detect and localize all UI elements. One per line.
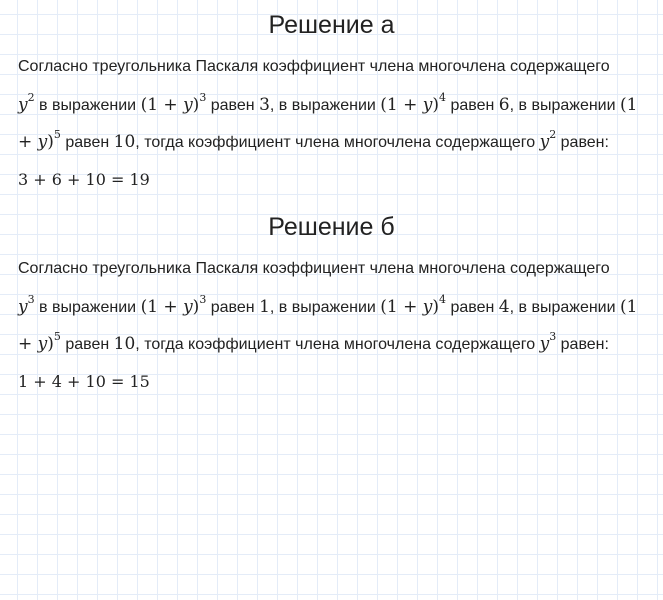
math-expression: (1 + y)3 <box>140 92 207 115</box>
text: (1 + <box>380 297 423 317</box>
text: (1 + <box>18 297 638 354</box>
coefficient: 3 <box>259 95 270 115</box>
text: , тогда коэффициент члена многочлена сод… <box>135 134 540 151</box>
text: , в выражении <box>269 299 381 316</box>
intro-text: Согласно треугольника Паскаля коэффициен… <box>18 260 610 277</box>
document: Решение а Согласно треугольника Паскаля … <box>18 0 645 400</box>
text: равен <box>206 97 260 114</box>
math-expression: (1 + y)4 <box>380 294 446 317</box>
solution-section: Решение б Согласно треугольника Паскаля … <box>18 202 645 400</box>
math-expression: (1 + y)3 <box>140 294 207 317</box>
text: равен <box>446 97 499 114</box>
text: ) <box>47 132 54 152</box>
math-var: y <box>422 95 433 115</box>
exponent: 5 <box>53 128 61 141</box>
math-var: y <box>18 297 28 317</box>
math-expression: (1 + y)5 <box>18 95 637 152</box>
text: ) <box>47 334 54 354</box>
coefficient: 6 <box>498 95 510 115</box>
exponent: 4 <box>439 293 447 306</box>
math-var: y <box>422 297 433 317</box>
section-title: Решение а <box>268 11 395 39</box>
exponent: 2 <box>27 91 35 104</box>
exponent: 3 <box>199 91 207 104</box>
text: в выражении <box>34 97 141 114</box>
math-var: y <box>183 95 193 115</box>
text: равен <box>60 134 114 151</box>
exponent: 3 <box>27 293 35 306</box>
coefficient: 10 <box>113 334 136 354</box>
math-var: y <box>539 132 550 152</box>
section-title: Решение б <box>268 213 395 241</box>
coefficient: 1 <box>259 297 270 317</box>
math-var: y <box>37 132 48 152</box>
text: равен: <box>556 336 609 353</box>
math-var: y <box>37 334 48 354</box>
text: ) <box>432 297 440 317</box>
math-var: y <box>183 297 193 317</box>
exponent: 3 <box>549 330 557 343</box>
exponent: 5 <box>53 330 61 343</box>
text: равен <box>446 299 499 316</box>
text: (1 + <box>380 95 423 115</box>
exponent: 2 <box>549 128 557 141</box>
math-expression: (1 + y)5 <box>18 297 637 354</box>
solution-section: Решение а Согласно треугольника Паскаля … <box>18 0 645 198</box>
math-var: y <box>539 334 550 354</box>
text: равен <box>206 299 260 316</box>
coefficient: 10 <box>113 132 136 152</box>
text: , тогда коэффициент члена многочлена сод… <box>135 336 540 353</box>
text: (1 + <box>18 95 638 152</box>
coefficient: 4 <box>498 297 510 317</box>
text: равен <box>60 336 114 353</box>
text: ) <box>192 95 200 115</box>
math-expression: (1 + y)4 <box>380 92 446 115</box>
text: равен: <box>556 134 609 151</box>
text: , в выражении <box>269 97 381 114</box>
text: , в выражении <box>509 97 620 114</box>
intro-text: Согласно треугольника Паскаля коэффициен… <box>18 58 610 75</box>
exponent: 3 <box>199 293 207 306</box>
text: , в выражении <box>509 299 620 316</box>
exponent: 4 <box>439 91 447 104</box>
paragraph: y3 в выражении (1 + y)3 равен 1, в выраж… <box>18 289 645 363</box>
result: 1 + 4 + 10 = 15 <box>18 372 150 391</box>
text: (1 + <box>140 95 184 115</box>
text: ) <box>192 297 200 317</box>
text: в выражении <box>34 299 141 316</box>
text: ) <box>432 95 440 115</box>
text: (1 + <box>140 297 184 317</box>
math-var: y <box>18 95 28 115</box>
paragraph: y2 в выражении (1 + y)3 равен 3, в выраж… <box>18 87 645 161</box>
result: 3 + 6 + 10 = 19 <box>18 170 150 189</box>
